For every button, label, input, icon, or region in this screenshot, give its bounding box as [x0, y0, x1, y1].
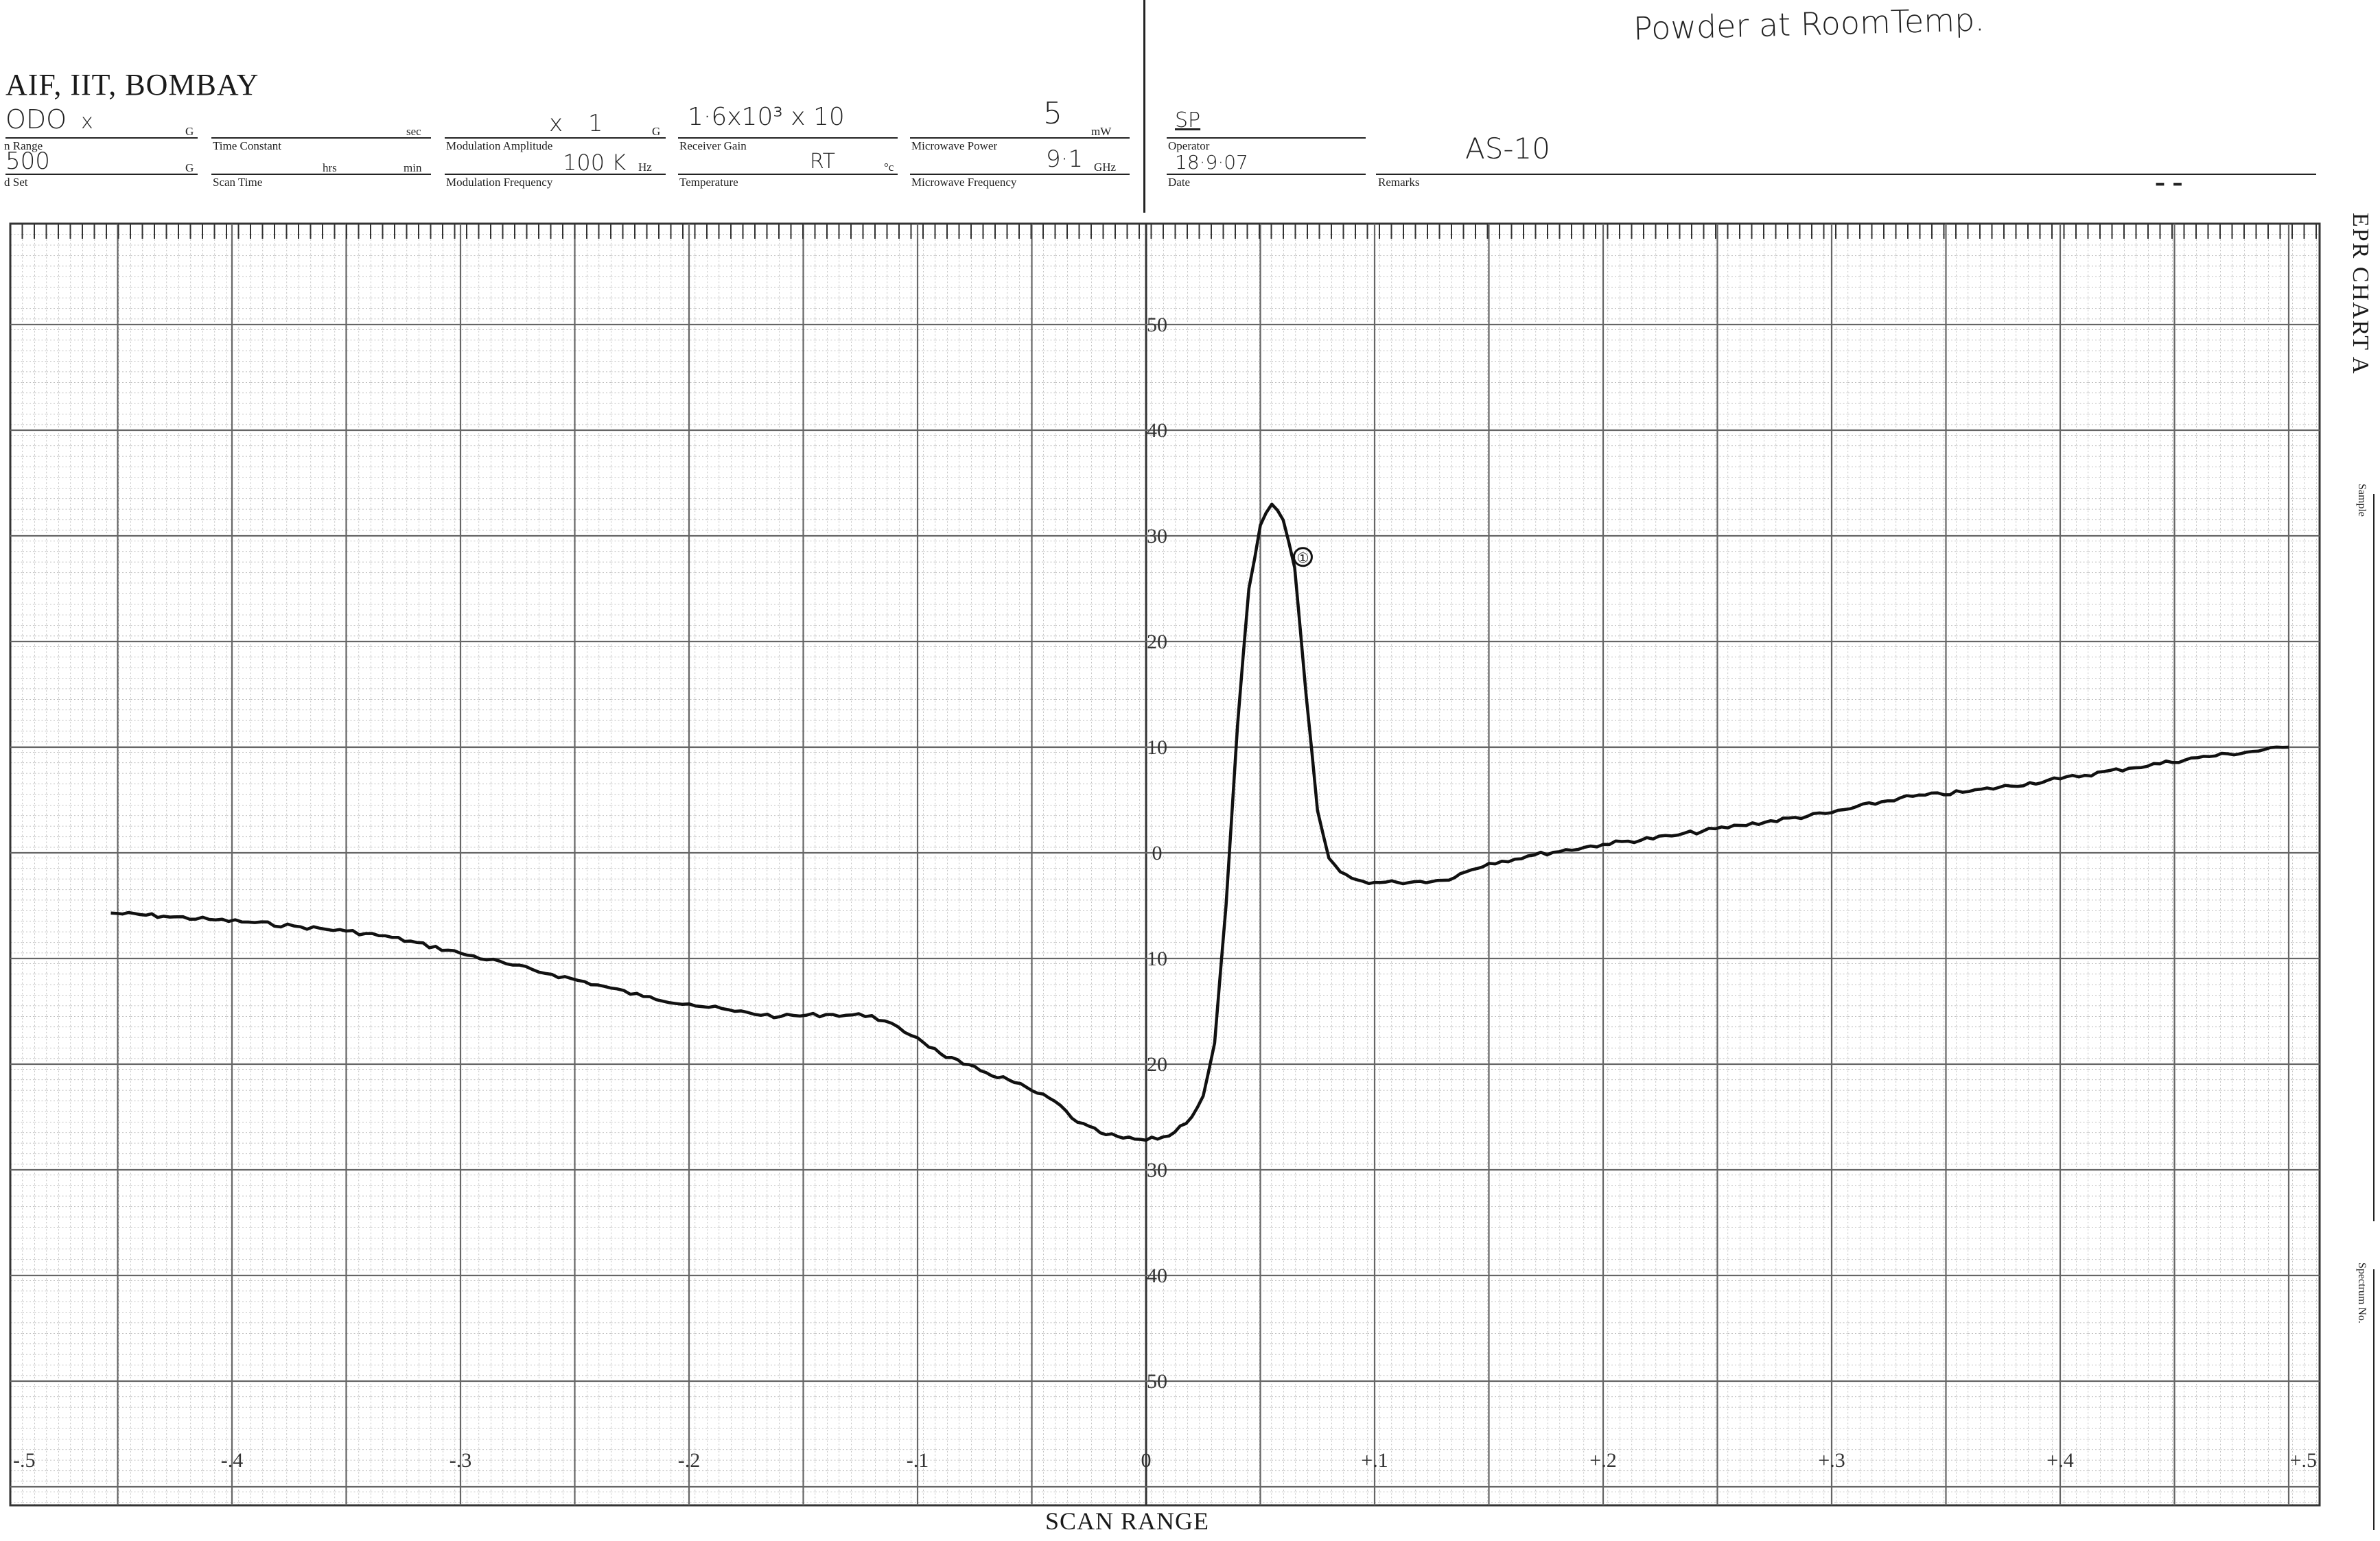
field-underline: [5, 137, 198, 139]
scan-range-value: ODO: [5, 104, 67, 134]
field-underline: [1167, 174, 1366, 175]
scan-time-unit-min: min: [404, 161, 422, 174]
spectrum-number-label: Spectrum No.: [2356, 1262, 2368, 1324]
y-tick-label: 40: [1147, 419, 1167, 442]
remarks-label: Remarks: [1378, 176, 1420, 189]
scan-range-label: n Range: [4, 139, 43, 152]
lab-name: AIF, IIT, BOMBAY: [5, 68, 259, 102]
x-axis-title: SCAN RANGE: [1045, 1507, 1210, 1535]
y-tick-label: 40: [1147, 1264, 1167, 1287]
temperature-value: RT: [810, 150, 835, 174]
modulation-frequency-label: Modulation Frequency: [446, 176, 553, 189]
y-tick-label: 10: [1147, 736, 1167, 759]
operator-value: SP: [1175, 108, 1201, 132]
sample-label: Sample: [2356, 484, 2368, 517]
y-tick-labels: 50 40 30 20 10 0 10 20 30 40 50: [1147, 314, 1167, 1393]
y-tick-label: 30: [1147, 1159, 1167, 1181]
date-label: Date: [1168, 176, 1191, 189]
receiver-gain-label: Receiver Gain: [679, 139, 747, 152]
chart-label: EPR CHART A: [2348, 213, 2373, 375]
field-set-label: d Set: [4, 176, 28, 189]
field-underline: [1167, 137, 1366, 139]
microwave-power-label: Microwave Power: [911, 139, 998, 152]
receiver-gain-value: 1·6x10³ x 10: [688, 103, 845, 131]
field-underline: [678, 174, 898, 175]
x-tick-label: 0: [1141, 1449, 1152, 1472]
microwave-power-unit: mW: [1091, 125, 1112, 138]
microwave-frequency-label: Microwave Frequency: [911, 176, 1017, 189]
y-tick-label: 50: [1147, 314, 1167, 336]
field-underline: [211, 137, 431, 139]
peak-marker-circle: [1292, 547, 1313, 567]
x-tick-label: -.3: [450, 1449, 472, 1472]
y-tick-label: 30: [1147, 525, 1167, 548]
header-separator: [1143, 0, 1145, 213]
temperature-label: Temperature: [679, 176, 738, 189]
field-underline: [211, 174, 431, 175]
microwave-frequency-unit: GHz: [1094, 161, 1117, 174]
x-tick-label: +.1: [1361, 1449, 1388, 1472]
field-underline: [678, 137, 898, 139]
scan-range-unit: G: [185, 125, 194, 138]
x-tick-label: -.5: [13, 1449, 36, 1472]
modulation-frequency-unit: Hz: [638, 161, 652, 174]
x-tick-labels: -.5 -.4 -.3 -.2 -.1 0 +.1 +.2 +.3 +.4 +.5: [13, 1449, 2317, 1472]
y-tick-label: 50: [1147, 1370, 1167, 1393]
temperature-unit: °c: [884, 161, 894, 174]
microwave-power-value: 5: [1043, 96, 1062, 131]
field-underline: [445, 174, 666, 175]
peak-marker-label: ①: [1296, 550, 1309, 566]
date-value: 18·9·07: [1175, 151, 1248, 174]
field-underline: [5, 174, 198, 175]
spectrum-underline: [2373, 1269, 2375, 1530]
time-constant-label: Time Constant: [213, 139, 281, 152]
microwave-frequency-value: 9·1: [1046, 145, 1084, 173]
field-set-value: 500: [5, 148, 50, 175]
y-tick-label: 20: [1147, 1053, 1167, 1076]
time-constant-unit: sec: [406, 125, 421, 138]
x-tick-label: -.4: [221, 1449, 244, 1472]
y-tick-label: 20: [1147, 631, 1167, 653]
x-tick-label: +.5: [2290, 1449, 2317, 1472]
epr-signal-line: [110, 502, 2289, 1142]
x-tick-label: -.2: [678, 1449, 701, 1472]
y-tick-label: 10: [1147, 948, 1167, 970]
remarks-value: AS-10: [1465, 132, 1550, 165]
top-ruler-ticks: [10, 224, 2317, 239]
field-set-unit: G: [185, 161, 194, 174]
x-tick-label: +.3: [1818, 1449, 1845, 1472]
x-tick-label: +.4: [2046, 1449, 2073, 1472]
peak-marker-group: ①: [1292, 547, 1313, 567]
field-underline: [1376, 174, 2316, 175]
sample-underline: [2373, 494, 2375, 1221]
field-underline: [445, 137, 666, 139]
scan-time-unit-hrs: hrs: [323, 161, 337, 174]
x-tick-label: -.1: [907, 1449, 929, 1472]
modulation-frequency-value: 100 K: [563, 150, 627, 176]
y-tick-label: 0: [1152, 842, 1163, 864]
modulation-amplitude-unit: G: [652, 125, 661, 138]
modulation-amplitude-label: Modulation Amplitude: [446, 139, 553, 152]
right-dash-mark: – –: [2155, 172, 2183, 196]
field-underline: [910, 137, 1130, 139]
field-underline: [910, 174, 1130, 175]
scan-time-label: Scan Time: [213, 176, 263, 189]
x-tick-label: +.2: [1589, 1449, 1616, 1472]
scan-range-multiplier: x: [81, 110, 93, 134]
plot-area: [9, 222, 2321, 1507]
modulation-amplitude-value: x 1: [549, 110, 603, 137]
operator-label: Operator: [1168, 139, 1210, 152]
